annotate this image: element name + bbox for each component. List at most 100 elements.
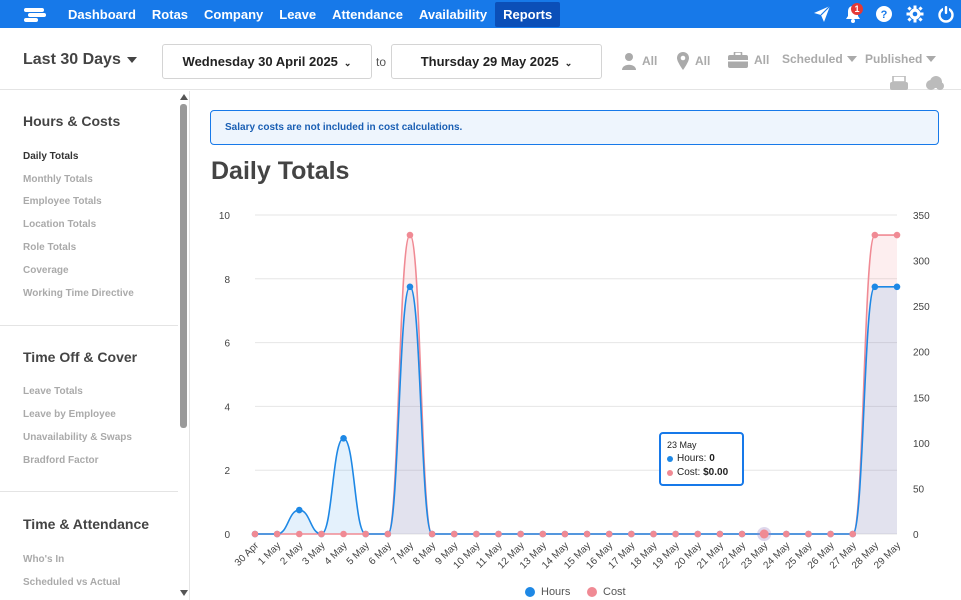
cost-data-point (605, 530, 613, 538)
sidebar-item-daily-totals[interactable]: Daily Totals (23, 151, 79, 162)
cost-data-point (716, 530, 724, 538)
sidebar-item-leave-totals[interactable]: Leave Totals (23, 386, 83, 397)
cost-data-point (583, 530, 591, 538)
cost-data-point (849, 530, 857, 538)
date-range-separator: to (376, 55, 387, 69)
nav-item-reports[interactable]: Reports (495, 1, 561, 27)
employee-filter-value: All (642, 54, 658, 68)
x-tick-label: 4 May (323, 540, 350, 567)
chevron-down-icon: ⌄ (343, 58, 352, 68)
hours-dot-icon (667, 455, 673, 462)
publish-state-value: Published (865, 52, 923, 66)
hours-legend-icon (525, 587, 535, 597)
publish-state-dropdown[interactable]: Published (865, 52, 937, 66)
power-icon[interactable] (930, 0, 961, 28)
nav-item-availability[interactable]: Availability (418, 6, 488, 22)
y-right-tick-label: 50 (913, 484, 925, 495)
help-icon[interactable]: ? (868, 0, 899, 28)
tooltip-cost-label: Cost: (677, 467, 701, 478)
sidebar-item-bradford-factor[interactable]: Bradford Factor (23, 455, 99, 466)
sidebar-divider (0, 325, 178, 326)
cost-data-point (428, 530, 436, 538)
x-tick-label: 1 May (256, 540, 283, 567)
end-date-picker[interactable]: Thursday 29 May 2025 ⌄ (391, 44, 602, 79)
schedule-state-dropdown[interactable]: Scheduled (782, 52, 857, 66)
hours-data-point (406, 283, 414, 291)
end-date-value: Thursday 29 May 2025 (420, 54, 559, 69)
x-tick-label: 5 May (345, 540, 372, 567)
svg-text:?: ? (880, 9, 887, 21)
date-range-dropdown[interactable]: Last 30 Days (23, 51, 137, 69)
cost-data-point (871, 231, 879, 239)
sidebar-item-working-time-directive[interactable]: Working Time Directive (23, 288, 134, 299)
employee-filter[interactable]: All (622, 52, 657, 70)
chart-tooltip: 23 May Hours: 0 Cost: $0.00 (659, 432, 744, 486)
location-filter[interactable]: All (677, 52, 710, 70)
y-right-tick-label: 250 (913, 302, 930, 313)
nav-item-company[interactable]: Company (204, 6, 264, 22)
top-navigation-bar: Dashboard Rotas Company Leave Attendance Avai… (0, 0, 961, 28)
y-left-tick-label: 10 (219, 211, 231, 222)
tooltip-hours-value: 0 (709, 453, 715, 464)
scroll-up-arrow[interactable] (180, 94, 188, 100)
sidebar-item-coverage[interactable]: Coverage (23, 265, 69, 276)
sidebar-item-location-totals[interactable]: Location Totals (23, 219, 97, 230)
sidebar-heading-hours-costs: Hours & Costs (23, 113, 121, 129)
cost-data-point (672, 530, 679, 538)
cost-data-point (759, 529, 769, 539)
y-right-tick-label: 0 (913, 530, 919, 541)
cost-data-point (251, 530, 259, 538)
location-filter-value: All (695, 54, 711, 68)
caret-down-icon (846, 56, 857, 62)
map-pin-icon (677, 52, 689, 70)
app-logo-icon[interactable] (22, 0, 50, 28)
nav-item-dashboard[interactable]: Dashboard (68, 6, 136, 22)
x-tick-label: 7 May (389, 540, 416, 567)
schedule-state-value: Scheduled (782, 52, 843, 66)
scroll-down-arrow[interactable] (180, 590, 188, 596)
hours-data-point (893, 283, 901, 291)
sidebar-heading-time-attendance: Time & Attendance (23, 516, 150, 532)
notification-count-badge: 1 (851, 3, 863, 15)
hours-data-point (871, 283, 879, 291)
legend-item-hours[interactable]: Hours (525, 586, 570, 598)
cost-data-point (539, 530, 547, 538)
nav-icon-group: 1 ? (806, 0, 961, 28)
nav-item-rotas[interactable]: Rotas (151, 6, 189, 22)
x-tick-label: 8 May (411, 540, 438, 567)
settings-icon[interactable] (899, 0, 930, 28)
cost-data-point (805, 530, 812, 538)
sidebar-item-role-totals[interactable]: Role Totals (23, 242, 77, 253)
role-filter[interactable]: All (728, 52, 769, 68)
sidebar-item-scheduled-vs-actual[interactable]: Scheduled vs Actual (23, 577, 121, 588)
cloud-download-icon[interactable] (923, 76, 945, 95)
sidebar-item-unavailability-swaps[interactable]: Unavailability & Swaps (23, 432, 132, 443)
hours-data-point (340, 435, 347, 442)
role-filter-value: All (754, 53, 770, 67)
sidebar-item-monthly-totals[interactable]: Monthly Totals (23, 174, 93, 185)
cost-data-point (517, 530, 524, 538)
legend-hours-label: Hours (541, 586, 571, 598)
bell-icon[interactable]: 1 (837, 0, 868, 28)
print-icon[interactable] (889, 75, 909, 95)
send-icon[interactable] (806, 0, 837, 28)
legend-item-cost[interactable]: Cost (587, 586, 626, 598)
nav-item-leave[interactable]: Leave (279, 6, 317, 22)
filter-bar: Last 30 Days Wednesday 30 April 2025 ⌄ to… (0, 28, 961, 90)
nav-item-attendance[interactable]: Attendance (332, 6, 403, 22)
cost-data-point (650, 530, 657, 538)
cost-data-point (694, 530, 702, 538)
y-left-tick-label: 4 (224, 402, 230, 413)
y-left-tick-label: 2 (224, 466, 230, 477)
sidebar-item-whos-in[interactable]: Who's In (23, 554, 65, 565)
hours-series-area (255, 286, 897, 534)
sidebar-item-employee-totals[interactable]: Employee Totals (23, 196, 102, 207)
sidebar-scrollbar-thumb[interactable] (180, 104, 187, 428)
y-right-tick-label: 100 (913, 439, 930, 450)
sidebar-heading-time-off-cover: Time Off & Cover (23, 349, 138, 365)
user-icon (622, 53, 636, 70)
cost-legend-icon (587, 587, 597, 597)
sidebar-divider (0, 491, 178, 492)
sidebar-item-leave-by-employee[interactable]: Leave by Employee (23, 409, 116, 420)
start-date-picker[interactable]: Wednesday 30 April 2025 ⌄ (162, 44, 372, 79)
